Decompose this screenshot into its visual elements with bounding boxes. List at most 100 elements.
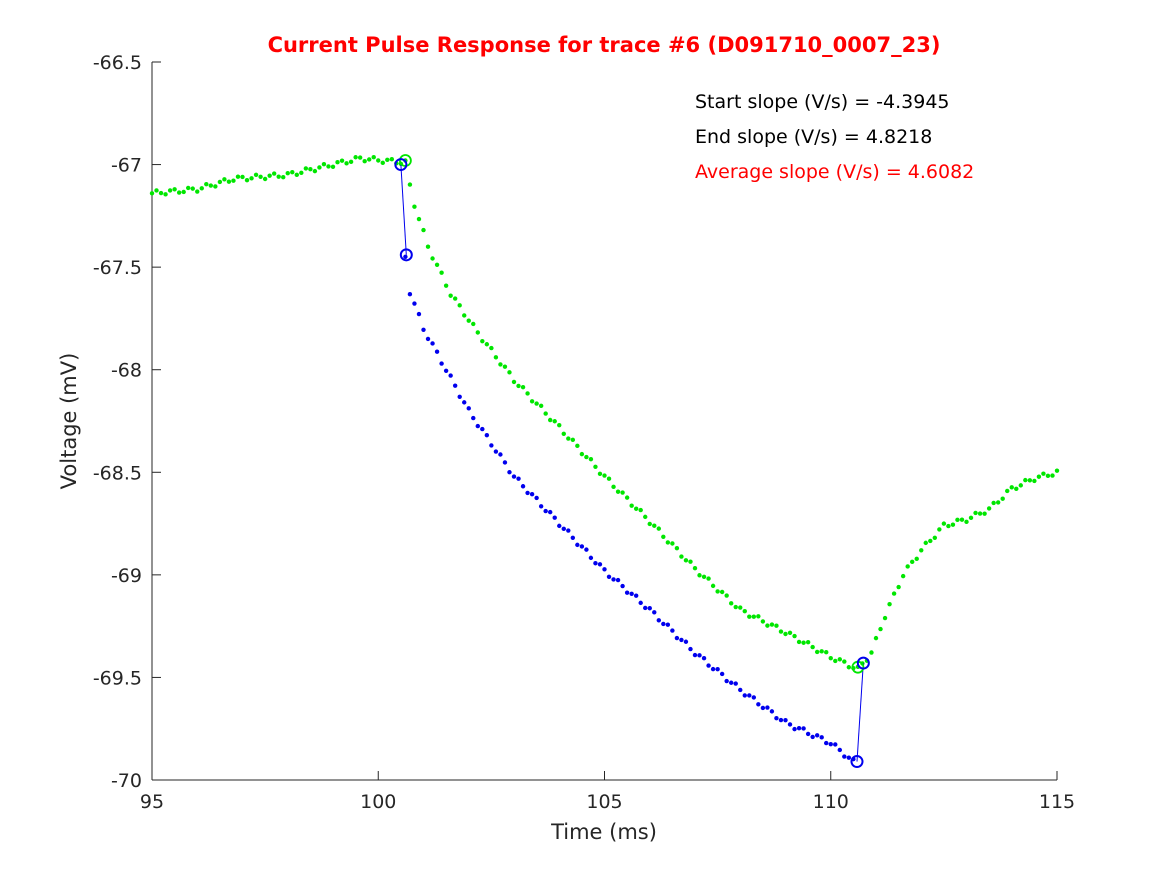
data-point-green (701, 574, 707, 579)
data-point-blue (520, 484, 526, 489)
data-point-blue (507, 470, 512, 475)
data-point-green (964, 519, 969, 525)
data-point-green (769, 622, 775, 627)
data-point-green (706, 576, 711, 581)
data-point-green (321, 162, 327, 167)
data-point-green (1032, 478, 1037, 484)
data-point-green (597, 471, 603, 477)
data-point-green (534, 401, 539, 406)
y-tick-label: -69.5 (93, 667, 142, 689)
data-point-blue (683, 639, 689, 644)
data-point-green (919, 548, 924, 553)
data-point-green (507, 370, 512, 375)
data-point-green (493, 355, 499, 360)
data-point-green (606, 476, 612, 481)
data-point-green (792, 633, 797, 639)
data-point-blue (602, 567, 607, 572)
data-point-green (656, 526, 661, 531)
data-point-green (367, 157, 372, 162)
data-point-green (923, 540, 928, 546)
data-point-green (968, 515, 974, 521)
data-point-green (1023, 477, 1028, 483)
data-point-green (747, 614, 752, 619)
data-point-blue (575, 542, 580, 548)
data-point-green (575, 443, 580, 449)
data-point-green (353, 155, 358, 160)
data-point-green (344, 161, 349, 166)
data-point-green (520, 384, 526, 390)
data-point-green (480, 338, 485, 344)
data-point-blue (796, 726, 802, 731)
data-point-green (149, 191, 155, 196)
data-point-green (887, 601, 892, 607)
x-axis-label: Time (ms) (550, 820, 657, 844)
data-point-green (624, 495, 630, 500)
data-point-green (1054, 468, 1060, 473)
data-point-blue (629, 591, 634, 597)
data-point-blue (489, 443, 494, 448)
data-point-blue (656, 618, 661, 623)
data-point-blue (421, 327, 426, 333)
data-point-blue (452, 383, 458, 388)
data-point-green (692, 566, 698, 571)
data-point-green (783, 631, 788, 637)
data-point-blue (516, 476, 521, 481)
blue-circle-marker (850, 755, 864, 769)
data-point-green (561, 431, 566, 436)
data-point-green (729, 601, 734, 606)
data-point-green (633, 506, 639, 511)
data-point-green (1045, 473, 1051, 479)
blue-circle-marker (856, 656, 870, 670)
data-point-blue (833, 742, 838, 747)
data-point-green (240, 174, 245, 180)
data-point-blue (462, 400, 467, 405)
annotation-end-slope: End slope (V/s) = 4.8218 (695, 126, 932, 148)
data-point-green (801, 640, 806, 645)
data-point-green (457, 303, 462, 308)
data-point-green (511, 379, 517, 385)
data-point-blue (552, 515, 557, 520)
y-axis-label: Voltage (mV) (57, 353, 81, 490)
data-point-blue (624, 590, 630, 595)
x-tick-label: 95 (140, 791, 164, 813)
data-point-green (484, 342, 490, 347)
data-point-blue (457, 394, 462, 399)
data-point-green (733, 604, 738, 610)
data-point-blue (751, 695, 757, 700)
data-point-green (778, 629, 784, 634)
data-point-green (824, 649, 829, 655)
data-point-blue (543, 508, 548, 514)
data-point-blue (674, 635, 680, 641)
data-point-green (226, 179, 232, 184)
data-point-green (629, 503, 634, 508)
data-point-green (371, 154, 376, 160)
x-tick-label: 100 (360, 791, 396, 813)
data-point-green (380, 160, 385, 166)
data-point-green (253, 172, 259, 177)
data-point-green (312, 168, 318, 174)
data-point-green (407, 182, 413, 187)
data-point-green (538, 403, 544, 409)
data-point-green (285, 170, 290, 176)
data-point-blue (443, 368, 449, 373)
data-point-blue (593, 561, 598, 566)
data-point-green (570, 437, 576, 443)
data-point-blue (620, 583, 625, 589)
data-point-green (339, 158, 345, 163)
data-point-green (995, 500, 1001, 505)
data-point-green (896, 584, 901, 590)
data-point-green (869, 650, 874, 655)
data-point-blue (729, 680, 734, 685)
data-point-green (448, 293, 453, 298)
data-point-green (176, 190, 182, 195)
data-point-green (543, 411, 548, 416)
data-point-green (452, 296, 458, 301)
data-point-green (1036, 474, 1042, 479)
data-point-green (172, 187, 177, 192)
data-point-blue (710, 666, 716, 672)
data-point-green (249, 176, 254, 181)
data-point-green (602, 473, 607, 478)
y-tick-label: -67.5 (93, 257, 142, 279)
data-point-green (814, 649, 820, 655)
